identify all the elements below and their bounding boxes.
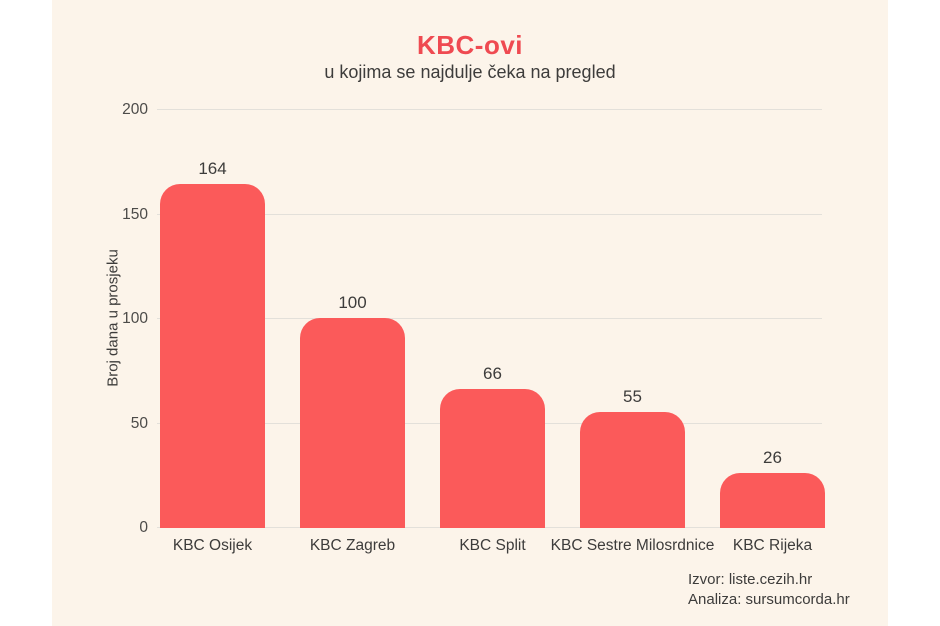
chart-subtitle: u kojima se najdulje čeka na pregled xyxy=(324,62,616,82)
x-axis-label: KBC Sestre Milosrdnice xyxy=(550,537,715,554)
y-tick-label: 0 xyxy=(139,519,148,536)
y-tick-label: 100 xyxy=(122,310,148,327)
x-axis-label: KBC Rijeka xyxy=(732,537,813,554)
bar xyxy=(300,318,405,528)
bar-value-label: 66 xyxy=(483,364,502,384)
bar xyxy=(440,389,545,528)
y-tick-label: 200 xyxy=(122,101,148,118)
x-axis-label: KBC Osijek xyxy=(172,537,253,554)
gridline xyxy=(157,213,822,215)
bar-value-label: 164 xyxy=(198,159,227,179)
bar xyxy=(580,412,685,528)
chart-title: KBC-ovi xyxy=(416,30,524,60)
bar-value-label: 55 xyxy=(623,387,642,407)
source-line-izvor: Izvor: liste.cezih.hr xyxy=(688,571,813,588)
infographic-panel: KBC-ovi u kojima se najdulje čeka na pre… xyxy=(52,0,888,626)
bar-value-label: 100 xyxy=(338,293,367,312)
y-tick-label: 150 xyxy=(122,205,148,223)
bar xyxy=(720,472,825,528)
source-line-analiza: Analiza: sursumcorda.hr xyxy=(688,591,850,608)
gridline xyxy=(157,109,822,110)
y-tick-label: 50 xyxy=(130,414,148,432)
bar-value-label: 26 xyxy=(763,447,782,467)
source-block: Izvor: liste.cezih.hr Analiza: sursumcor… xyxy=(688,570,850,610)
gridline xyxy=(157,318,822,319)
x-axis-label: KBC Zagreb xyxy=(309,537,396,554)
x-axis-label: KBC Split xyxy=(459,537,526,554)
bar xyxy=(160,184,265,528)
